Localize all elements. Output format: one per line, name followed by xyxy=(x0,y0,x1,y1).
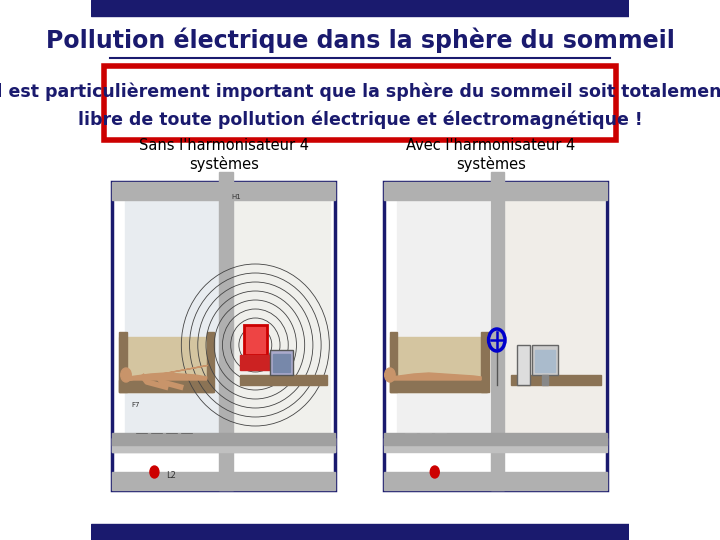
Bar xyxy=(384,182,607,490)
Bar xyxy=(504,200,603,438)
Text: libre de toute pollution électrique et électromagnétique !: libre de toute pollution électrique et é… xyxy=(78,111,642,129)
Polygon shape xyxy=(392,373,481,380)
Bar xyxy=(384,182,607,200)
Text: Avec l'harmonisateur 4
systèmes: Avec l'harmonisateur 4 systèmes xyxy=(406,138,575,172)
Bar xyxy=(384,438,607,452)
Bar xyxy=(273,354,290,372)
Bar xyxy=(390,337,487,392)
Text: Il est particulièrement important que la sphère du sommeil soit totalement: Il est particulièrement important que la… xyxy=(0,83,720,102)
Bar xyxy=(390,332,397,392)
Bar xyxy=(112,182,335,490)
Circle shape xyxy=(431,466,439,478)
Bar xyxy=(207,332,215,392)
Text: F7: F7 xyxy=(132,402,140,408)
Text: Sans l'harmonisateur 4
systèmes: Sans l'harmonisateur 4 systèmes xyxy=(139,138,309,172)
Bar xyxy=(91,0,629,16)
Bar xyxy=(120,380,212,392)
Bar xyxy=(112,182,335,200)
Bar xyxy=(240,355,270,370)
Bar xyxy=(517,345,531,385)
Bar xyxy=(491,172,504,490)
Bar xyxy=(112,438,335,452)
Circle shape xyxy=(150,466,159,478)
Bar xyxy=(244,325,266,355)
Bar xyxy=(511,375,600,385)
Bar xyxy=(390,380,487,392)
Bar xyxy=(112,472,335,490)
Bar xyxy=(120,337,212,392)
Bar xyxy=(532,345,558,375)
Polygon shape xyxy=(128,373,207,380)
Text: L2: L2 xyxy=(166,470,176,480)
Bar xyxy=(481,332,489,392)
Bar xyxy=(112,433,335,445)
Bar xyxy=(535,350,555,372)
Text: H1: H1 xyxy=(232,194,241,200)
Circle shape xyxy=(384,368,395,382)
Circle shape xyxy=(121,368,131,382)
Bar xyxy=(397,200,490,438)
FancyBboxPatch shape xyxy=(104,66,616,140)
Bar xyxy=(270,350,293,375)
Bar xyxy=(384,472,607,490)
Text: Pollution électrique dans la sphère du sommeil: Pollution électrique dans la sphère du s… xyxy=(45,27,675,53)
Bar xyxy=(233,200,330,438)
Bar xyxy=(112,438,335,452)
Bar xyxy=(91,524,629,540)
Bar xyxy=(120,332,127,392)
Bar xyxy=(541,375,548,385)
Bar xyxy=(384,433,607,445)
Bar xyxy=(240,375,327,385)
Bar xyxy=(125,200,218,438)
Bar xyxy=(220,172,233,490)
